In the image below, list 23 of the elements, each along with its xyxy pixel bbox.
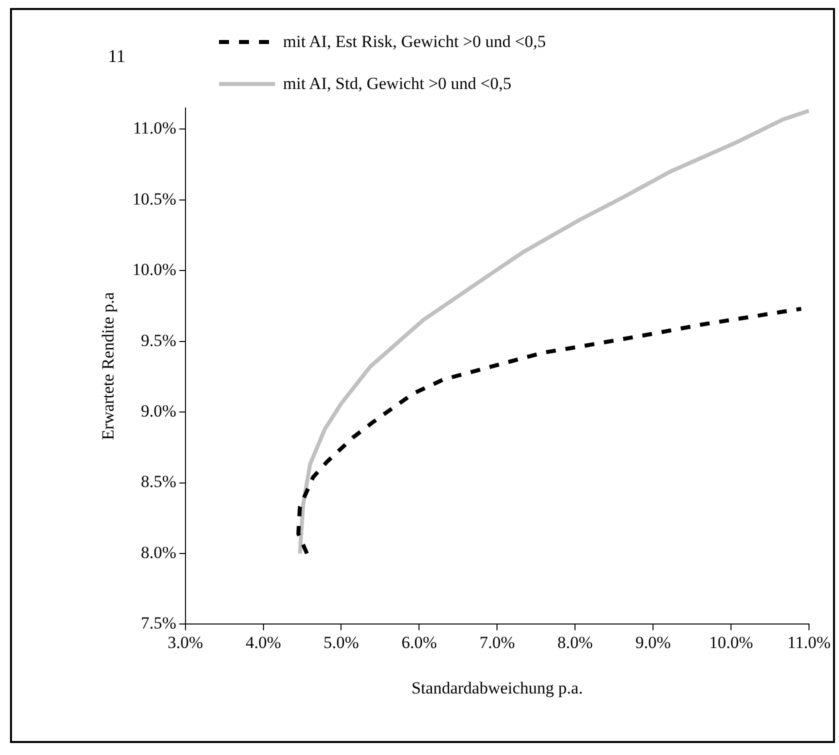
x-tick-label: 10.0% (709, 632, 753, 652)
x-tick-label: 11.0% (787, 632, 831, 652)
x-tick-label: 6.0% (401, 632, 437, 652)
x-tick-label: 9.0% (635, 632, 671, 652)
y-tick-label: 11.0% (133, 118, 176, 138)
text: 11 (108, 46, 126, 67)
y-tick-label: 8.5% (140, 472, 176, 492)
y-tick-label: 7.5% (140, 614, 176, 633)
legend-label: mit AI, Est Risk, Gewicht >0 und <0,5 (283, 32, 546, 52)
x-tick-label: 8.0% (557, 632, 593, 652)
line-series (296, 306, 804, 556)
x-tick-label: 5.0% (324, 632, 359, 652)
y-tick-label: 10.0% (132, 260, 176, 280)
y-axis-title: Erwartete Rendite p.a (98, 292, 118, 440)
y-tick-label: 8.0% (140, 542, 176, 562)
x-tick-label: 3.0% (168, 632, 204, 652)
legend-label: mit AI, Std, Gewicht >0 und <0,5 (283, 74, 512, 94)
y-tick-label: 10.5% (132, 189, 176, 208)
x-tick-label: 7.0% (479, 632, 515, 652)
y-tick-label: 9.5% (140, 330, 176, 350)
y-tick-label: 9.0% (140, 402, 176, 421)
x-axis-title: Standardabweichung p.a. (411, 678, 583, 698)
x-tick-label: 4.0% (246, 632, 281, 652)
